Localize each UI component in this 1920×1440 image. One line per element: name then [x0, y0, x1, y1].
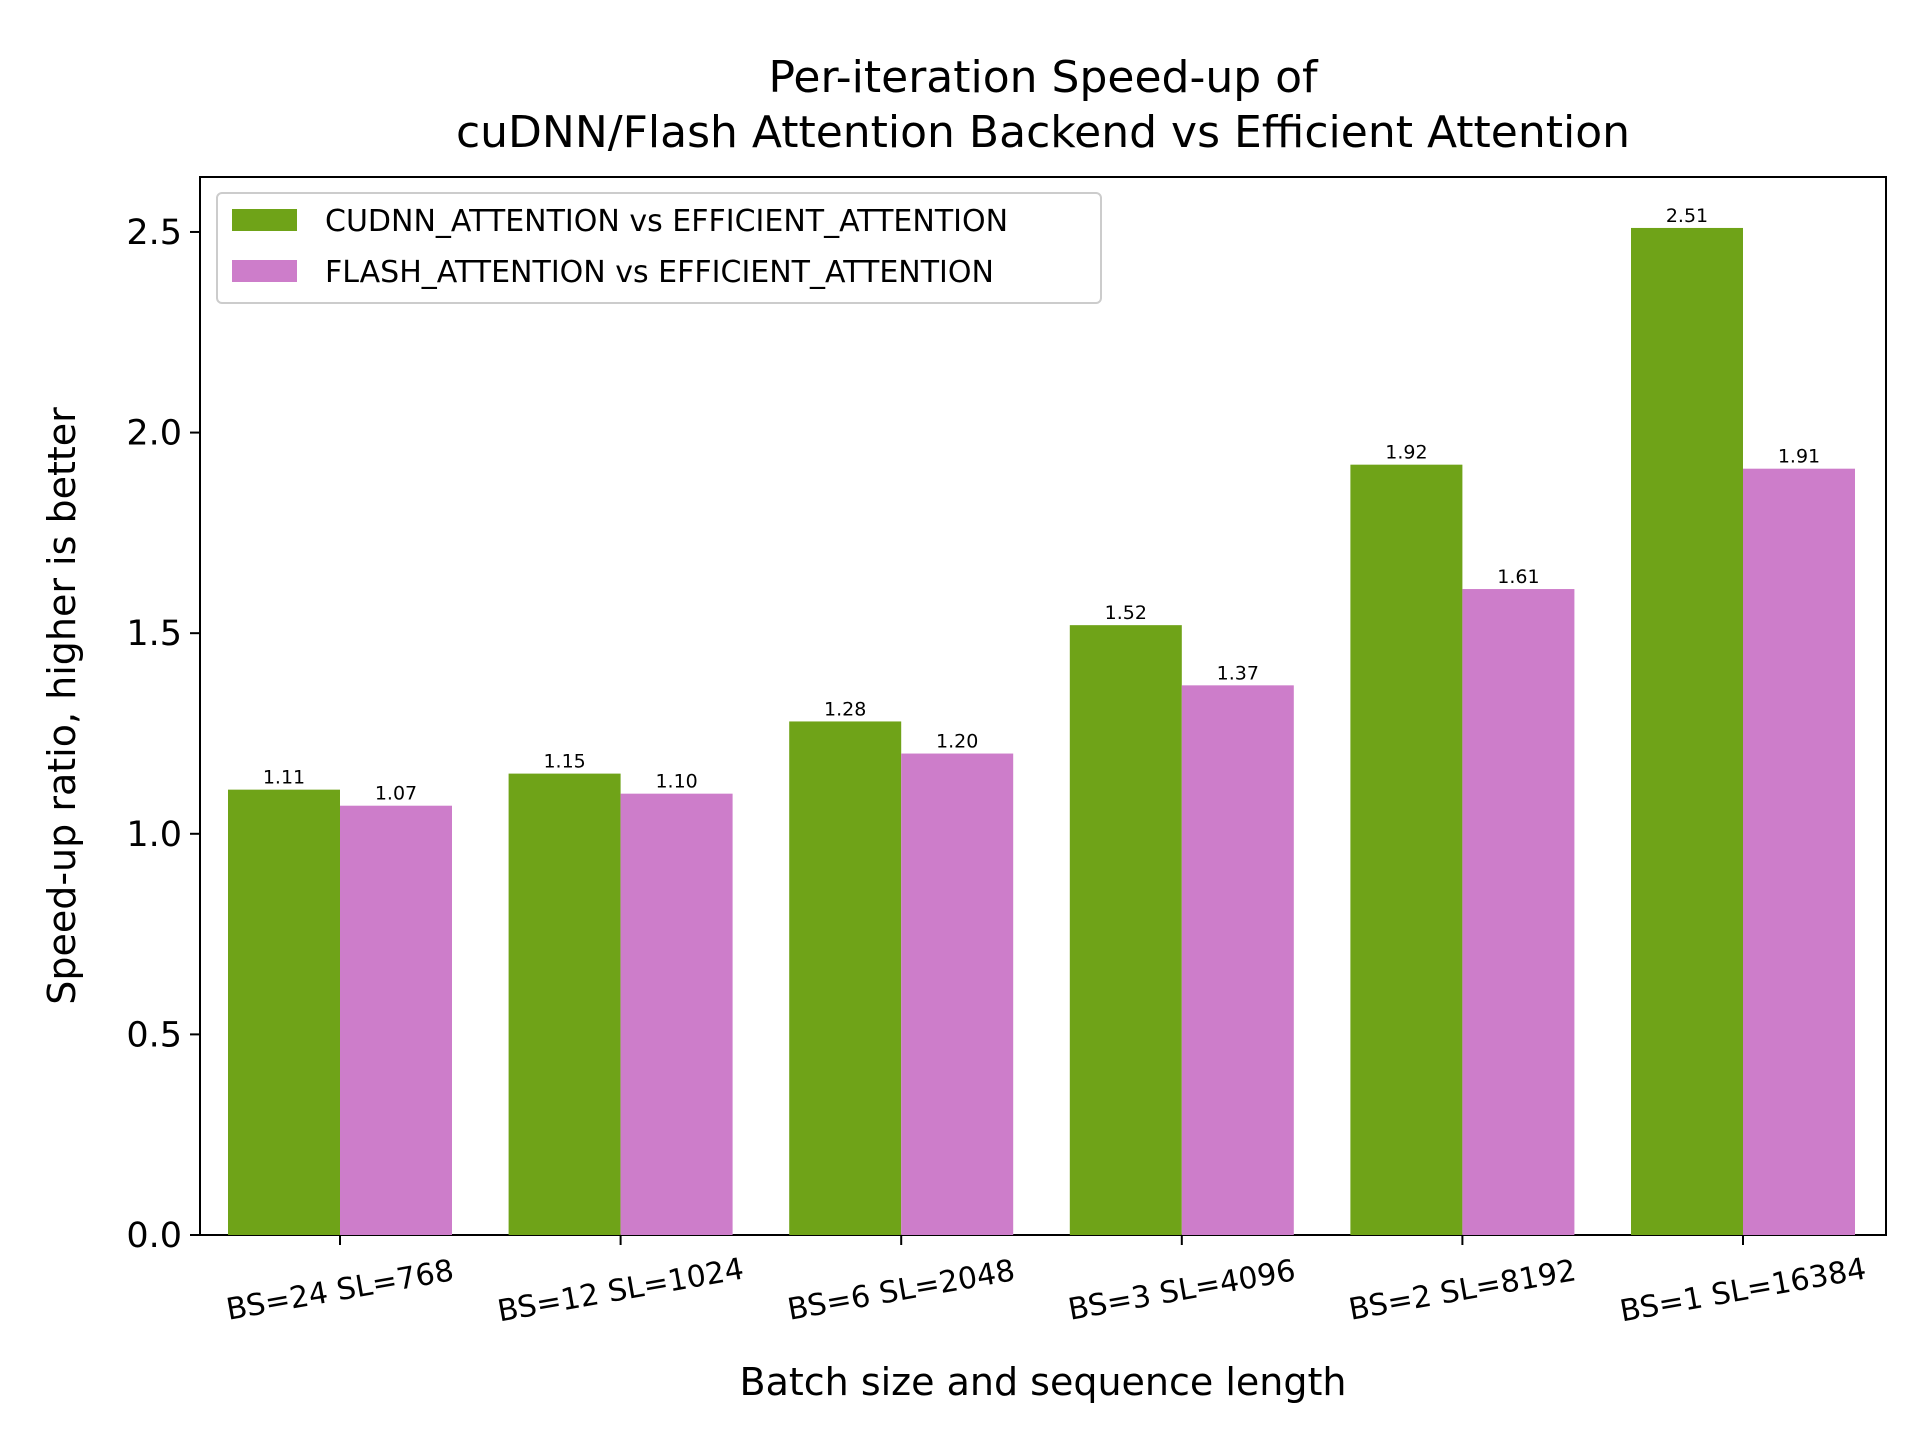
bar-flash [1462, 589, 1575, 1235]
bar-value-label: 1.15 [543, 751, 585, 773]
bar-cudnn [508, 773, 621, 1235]
bar-value-label: 1.37 [1217, 662, 1259, 684]
bar-cudnn [228, 789, 340, 1235]
bars [228, 227, 1855, 1236]
x-tick-label: BS=6 SL=2048 [785, 1253, 1018, 1327]
bar-value-label: 1.28 [824, 698, 866, 720]
legend: CUDNN_ATTENTION vs EFFICIENT_ATTENTION FL… [216, 192, 1102, 304]
y-tick-label: 2.5 [126, 213, 182, 253]
bar-value-label: 1.92 [1385, 442, 1427, 464]
legend-label-cudnn: CUDNN_ATTENTION vs EFFICIENT_ATTENTION [325, 204, 1008, 239]
y-tick-label: 1.5 [126, 614, 182, 654]
y-axis: 0.0 0.5 1.0 1.5 2.0 2.5 [126, 213, 200, 1256]
y-axis-label: Speed-up ratio, higher is better [40, 407, 84, 1005]
bar-value-label: 1.20 [936, 731, 978, 753]
y-tick-label: 2.0 [126, 414, 182, 454]
y-tick-label: 0.5 [126, 1015, 182, 1055]
y-tick-label: 0.0 [126, 1216, 182, 1256]
x-tick-label: BS=1 SL=16384 [1617, 1252, 1868, 1330]
bar-value-label: 1.52 [1105, 602, 1147, 624]
chart-title-line: cuDNN/Flash Attention Backend vs Efficie… [456, 107, 1630, 158]
x-axis: BS=24 SL=768 BS=12 SL=1024 BS=6 SL=2048 BS=… [224, 1235, 1869, 1329]
bar-flash [340, 805, 452, 1235]
legend-label-flash: FLASH_ATTENTION vs EFFICIENT_ATTENTION [325, 255, 994, 290]
legend-swatch-flash [232, 260, 297, 282]
y-tick-label: 1.0 [126, 815, 182, 855]
x-tick-label: BS=2 SL=8192 [1346, 1253, 1579, 1327]
bar-value-label: 1.11 [263, 767, 305, 789]
bar-value-label: 1.61 [1497, 566, 1539, 588]
chart-title-line: Per-iteration Speed-up of [768, 52, 1319, 103]
bar-value-label: 1.91 [1778, 446, 1820, 468]
bar-flash [1181, 685, 1294, 1235]
x-tick-label: BS=12 SL=1024 [495, 1252, 746, 1330]
legend-box [216, 192, 1102, 304]
bar-cudnn [1631, 227, 1743, 1236]
bar-cudnn [789, 721, 902, 1235]
bar-flash [1743, 468, 1855, 1235]
bar-value-label: 1.07 [375, 783, 417, 805]
legend-swatch-cudnn [232, 209, 297, 231]
x-axis-label: Batch size and sequence length [740, 1360, 1347, 1404]
bar-value-label: 2.51 [1666, 205, 1708, 227]
bar-flash [901, 753, 1014, 1235]
data-labels: 1.11 1.07 1.15 1.10 1.28 1.20 1.52 1.37 1.92 1.61… [263, 205, 1820, 805]
x-tick-label: BS=24 SL=768 [224, 1253, 457, 1327]
bar-cudnn [1350, 464, 1463, 1236]
bar-value-label: 1.10 [655, 771, 697, 793]
x-tick-label: BS=3 SL=4096 [1066, 1253, 1299, 1327]
bar-flash [620, 793, 733, 1235]
plot-area [199, 176, 1887, 1236]
bar-cudnn [1069, 625, 1182, 1235]
